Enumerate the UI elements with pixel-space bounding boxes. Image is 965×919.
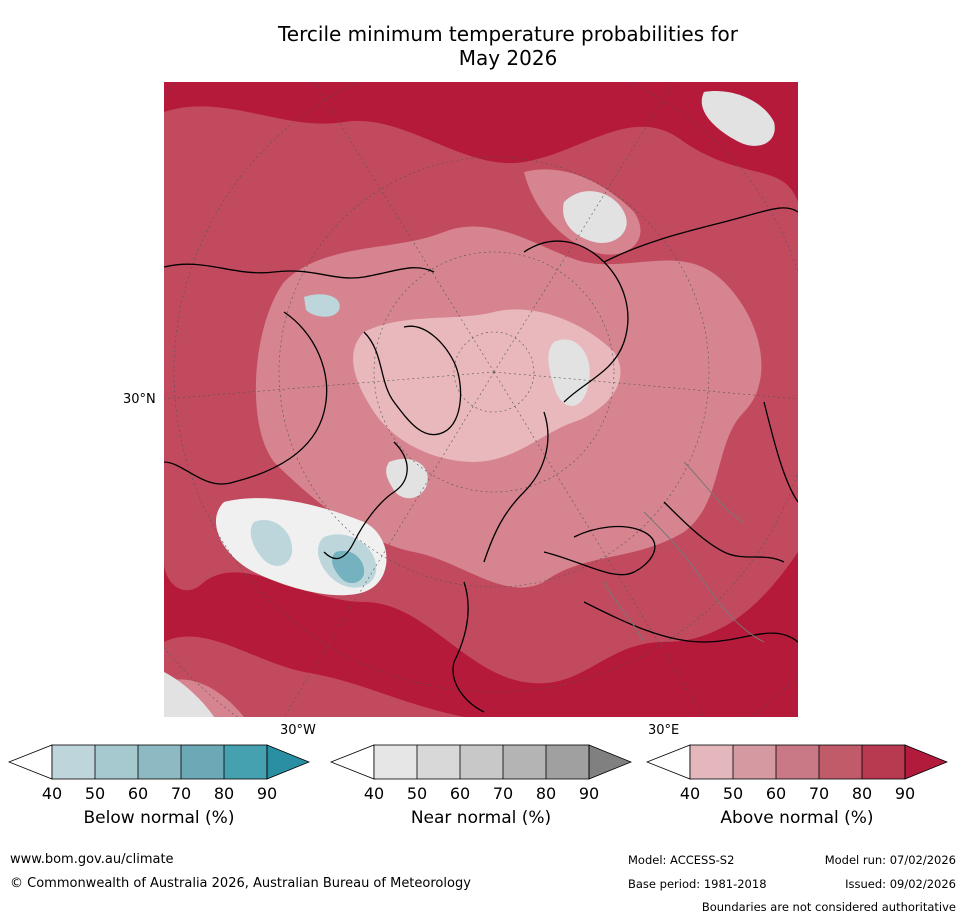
below-normal-patch-1: [250, 520, 293, 566]
colorbar-near-swatch: [374, 745, 417, 779]
graticule: [164, 82, 798, 717]
near-normal-patch-5: [386, 458, 428, 499]
map-canvas: [164, 82, 798, 717]
website-link[interactable]: www.bom.gov.au/climate: [10, 852, 174, 867]
probability-map[interactable]: [164, 82, 798, 717]
coastlines: [164, 207, 798, 713]
colorbar-above-upper-arrow: [904, 744, 949, 780]
colorbar-above-swatch: [690, 745, 733, 779]
colorbar-below-swatch: [224, 745, 267, 779]
colorbar-tick: 90: [578, 784, 600, 803]
colorbar-below-label: Below normal (%): [83, 808, 235, 828]
colorbar-above-swatches: [645, 744, 949, 780]
colorbar-tick: 50: [84, 784, 106, 803]
colorbar-above-label: Above normal (%): [720, 808, 874, 828]
colorbar-above-lower-arrow: [645, 744, 691, 780]
below-normal-core: [332, 550, 365, 584]
copyright-text: © Commonwealth of Australia 2026, Austra…: [10, 876, 471, 891]
colorbar-near-swatch: [503, 745, 546, 779]
chart-title: Tercile minimum temperature probabilitie…: [160, 22, 856, 70]
boundary-disclaimer: Boundaries are not considered authoritat…: [701, 900, 956, 914]
colorbar-near-normal: 40 50 60 70 80 90 Near normal (%): [329, 744, 633, 844]
colorbar-below-lower-arrow: [7, 744, 53, 780]
colorbar-near-upper-arrow: [588, 744, 633, 780]
colorbar-tick: 60: [127, 784, 149, 803]
colorbar-below-normal: 40 50 60 70 80 90 Below normal (%): [7, 744, 311, 844]
base-period: Base period: 1981-2018: [628, 877, 767, 891]
colorbar-tick: 40: [679, 784, 701, 803]
colorbar-tick: 70: [492, 784, 514, 803]
colorbar-tick: 40: [363, 784, 385, 803]
colorbar-above-swatch: [862, 745, 905, 779]
below-normal-patch-3: [304, 294, 340, 317]
longitude-label-30w: 30°W: [280, 723, 316, 738]
issued-date: Issued: 09/02/2026: [845, 877, 956, 891]
colorbar-above-swatch: [819, 745, 862, 779]
colorbar-near-frame: [373, 744, 590, 780]
colorbar-above-swatch: [776, 745, 819, 779]
colorbar-below-frame: [51, 744, 268, 780]
near-normal-patch-2: [701, 91, 775, 146]
colorbar-tick: 60: [449, 784, 471, 803]
colorbar-tick: 50: [722, 784, 744, 803]
colorbar-below-swatch: [138, 745, 181, 779]
colorbar-tick: 70: [170, 784, 192, 803]
title-line-2: May 2026: [458, 46, 558, 70]
colorbar-tick: 90: [894, 784, 916, 803]
colorbar-below-upper-arrow: [266, 744, 311, 780]
near-normal-patch-4: [164, 672, 214, 717]
colorbar-tick: 50: [406, 784, 428, 803]
colorbar-near-lower-arrow: [329, 744, 375, 780]
colorbar-above-normal: 40 50 60 70 80 90 Above normal (%): [645, 744, 949, 844]
above-mid-region-south: [164, 636, 464, 717]
colorbar-near-label: Near normal (%): [410, 808, 552, 828]
colorbar-tick: 90: [256, 784, 278, 803]
colorbar-above-frame: [689, 744, 906, 780]
colorbar-near-swatches: [329, 744, 633, 780]
colorbar-tick: 80: [213, 784, 235, 803]
colorbar-tick: 80: [851, 784, 873, 803]
colorbar-near-swatch: [546, 745, 589, 779]
colorbar-tick: 80: [535, 784, 557, 803]
colorbar-tick: 40: [41, 784, 63, 803]
latitude-label-30n: 30°N: [123, 392, 156, 407]
model-name: Model: ACCESS-S2: [628, 853, 735, 867]
model-run-date: Model run: 07/02/2026: [824, 853, 956, 867]
colorbar-tick: 70: [808, 784, 830, 803]
colorbar-tick: 60: [765, 784, 787, 803]
colorbar-below-swatch: [95, 745, 138, 779]
longitude-label-30e: 30°E: [648, 723, 680, 738]
colorbar-below-swatches: [7, 744, 311, 780]
colorbar-near-swatch: [460, 745, 503, 779]
colorbar-near-swatch: [417, 745, 460, 779]
colorbar-above-swatch: [733, 745, 776, 779]
near-normal-patch-1: [563, 191, 627, 243]
country-borders: [603, 461, 765, 643]
title-line-1: Tercile minimum temperature probabilitie…: [277, 22, 739, 46]
colorbar-below-swatch: [181, 745, 224, 779]
colorbar-below-swatch: [52, 745, 95, 779]
